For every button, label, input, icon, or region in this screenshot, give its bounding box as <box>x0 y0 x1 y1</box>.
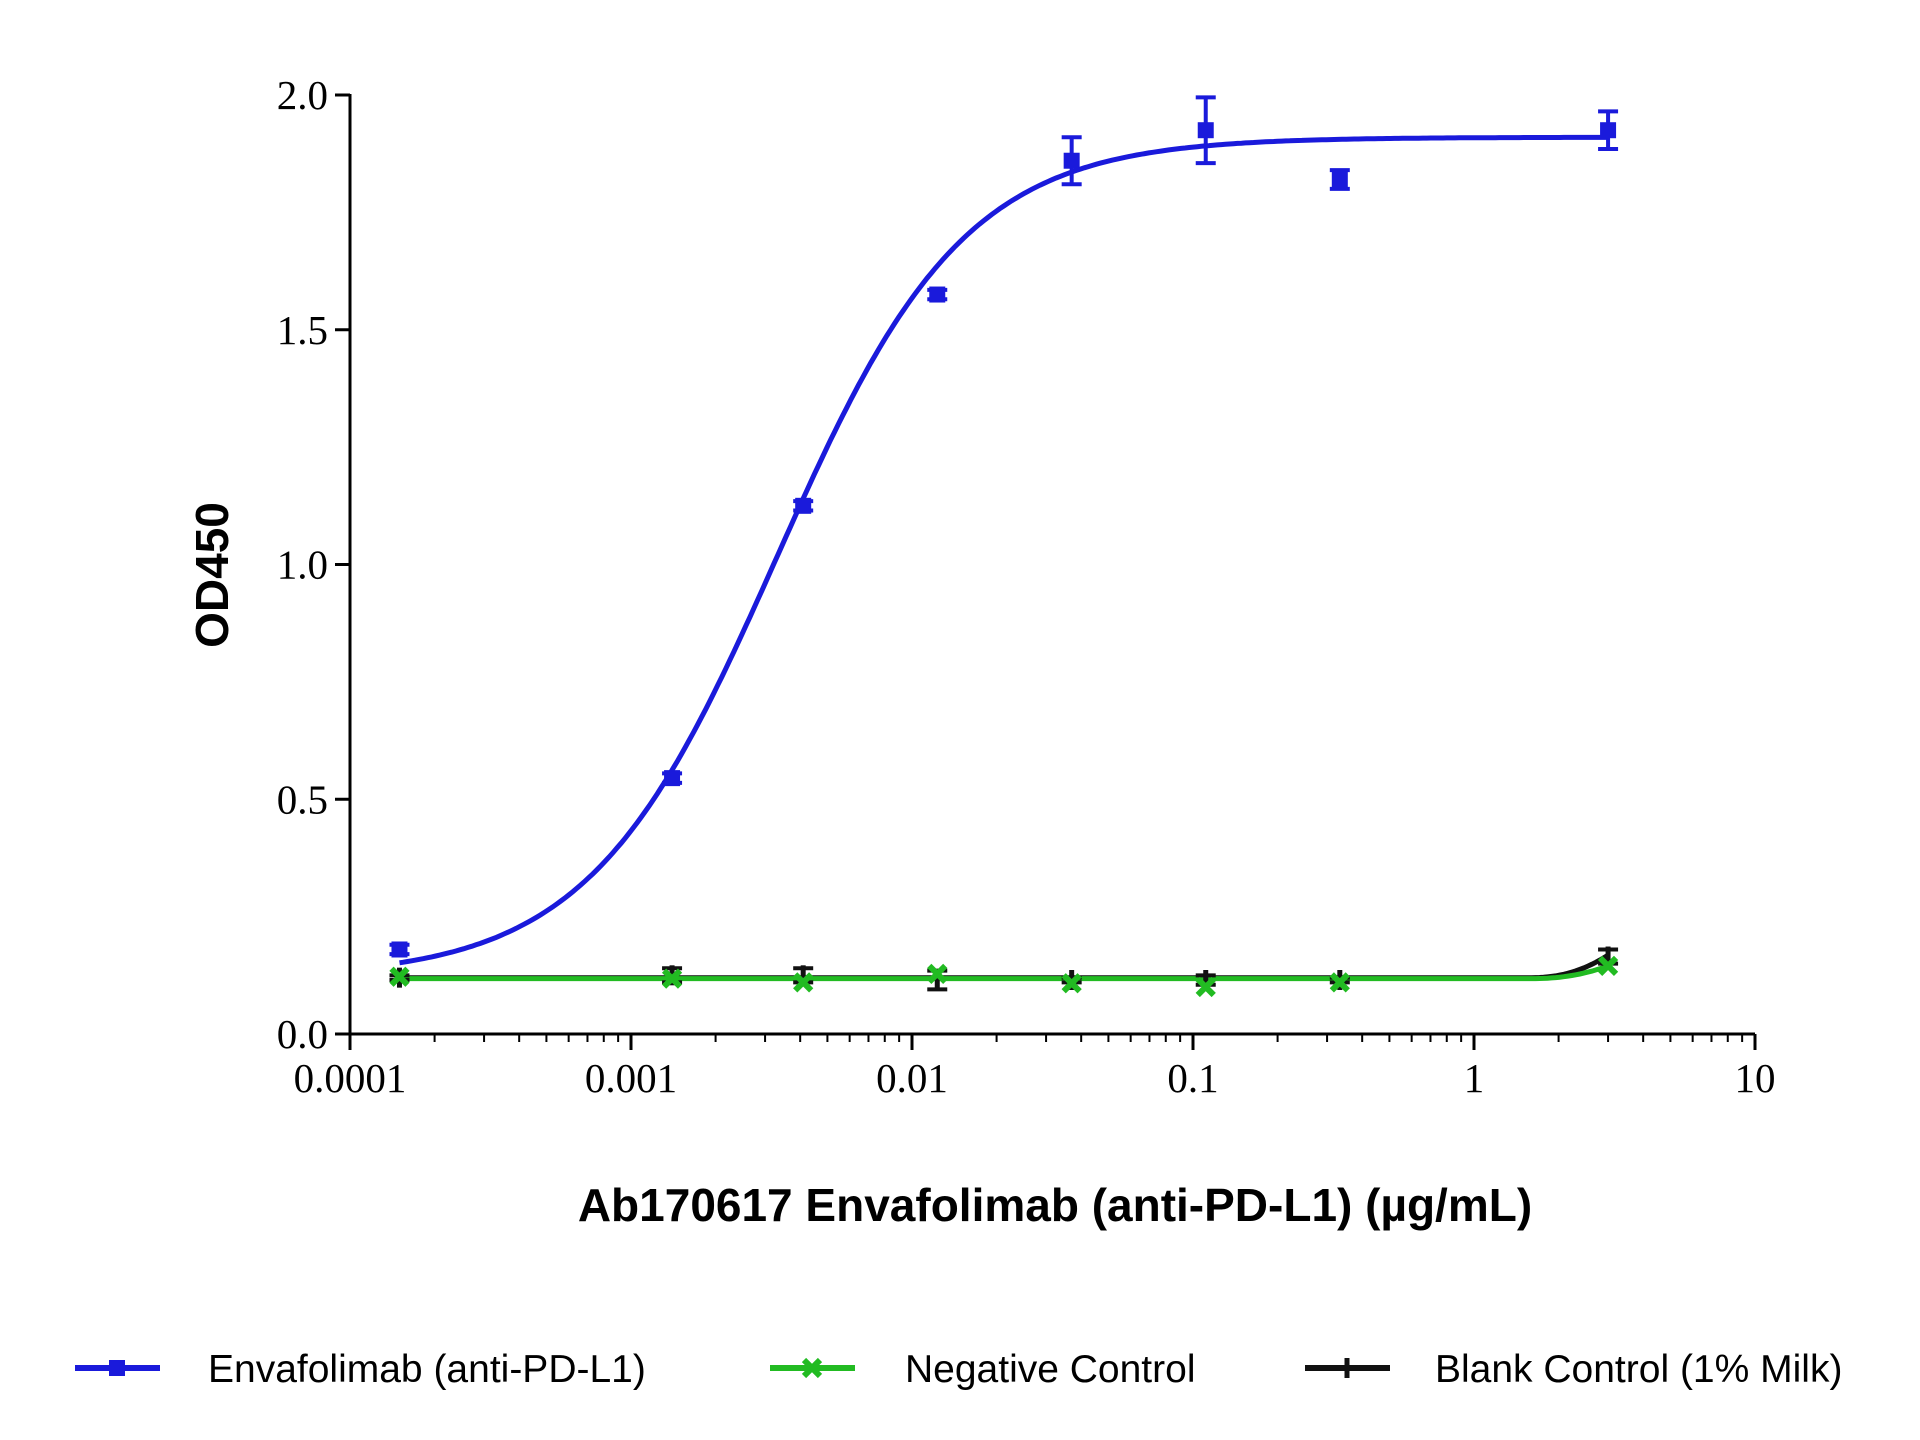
legend-swatch-marker <box>801 1357 823 1379</box>
x-tick-label: 0.0001 <box>294 1055 407 1101</box>
y-tick-label: 0.0 <box>277 1011 328 1057</box>
x-tick-label: 10 <box>1735 1055 1776 1101</box>
legend: Envafolimab (anti-PD-L1) Negative Control… <box>75 1348 1842 1391</box>
legend-label: Blank Control (1% Milk) <box>1435 1348 1842 1391</box>
x-tick-label: 0.01 <box>876 1055 948 1101</box>
axes: 0.0 0.5 1.0 1.5 2.0 0.0001 0.001 0.01 0.1 1 10 <box>277 72 1776 1101</box>
fit-curve <box>399 134 1609 966</box>
y-tick-label: 1.0 <box>277 542 328 588</box>
data-point <box>1329 972 1350 993</box>
data-point <box>1061 973 1082 994</box>
legend-swatch-marker <box>109 1360 125 1376</box>
y-tick-label: 2.0 <box>277 72 328 118</box>
data-point <box>1597 955 1619 977</box>
fit-curves <box>399 134 1610 982</box>
data-point <box>795 497 812 514</box>
data-point <box>1195 976 1216 998</box>
data-point <box>661 968 683 989</box>
y-tick-label: 1.5 <box>277 307 328 353</box>
x-tick-label: 1 <box>1464 1055 1485 1101</box>
data-point <box>1197 122 1214 139</box>
data-point <box>1600 122 1617 139</box>
y-tick-label: 0.5 <box>277 776 328 822</box>
x-tick-label: 0.001 <box>585 1055 677 1101</box>
data-point <box>391 941 408 958</box>
data-point <box>1063 152 1080 169</box>
data-point <box>1331 171 1348 188</box>
x-tick-label: 0.1 <box>1167 1055 1218 1101</box>
data-point <box>793 972 814 993</box>
data-point <box>929 286 946 303</box>
legend-label: Envafolimab (anti-PD-L1) <box>208 1348 646 1391</box>
data-point <box>389 966 410 987</box>
x-axis-title: Ab170617 Envafolimab (anti-PD-L1) (µg/mL… <box>578 1179 1532 1231</box>
fit-curve <box>399 963 1609 982</box>
fit-curve <box>399 952 1610 981</box>
legend-label: Negative Control <box>905 1348 1195 1391</box>
data-point <box>664 770 681 787</box>
y-axis-title: OD450 <box>186 502 238 648</box>
data-point <box>927 963 948 985</box>
data-points <box>389 95 1619 998</box>
